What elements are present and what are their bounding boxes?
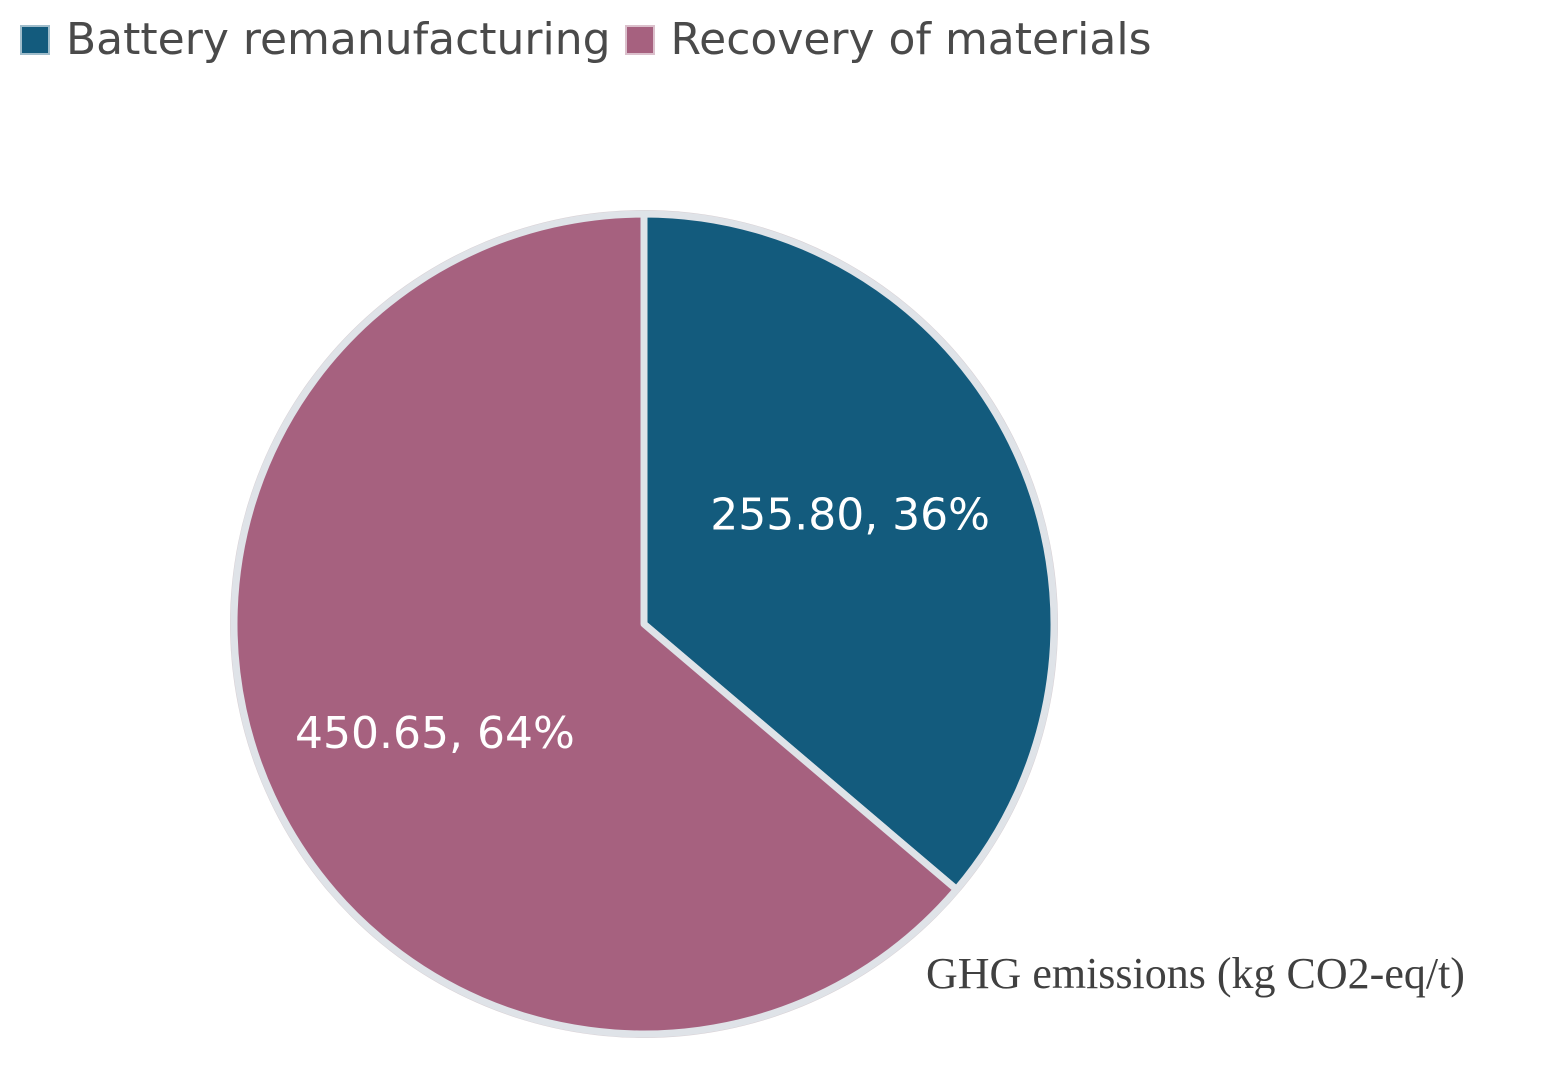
legend-swatch-battery-remanufacturing bbox=[20, 25, 50, 55]
chart-legend: Battery remanufacturing Recovery of mate… bbox=[20, 18, 1166, 62]
legend-label-recovery-of-materials: Recovery of materials bbox=[670, 14, 1152, 65]
legend-swatch-recovery-of-materials bbox=[624, 25, 655, 55]
pie-data-label-battery-remanufacturing: 255.80, 36% bbox=[710, 489, 990, 540]
chart-annotation: GHG emissions (kg CO2-eq/t) bbox=[926, 949, 1465, 998]
pie-slice-recovery-of-materials bbox=[230, 210, 960, 1038]
legend-item-recovery-of-materials: Recovery of materials bbox=[624, 14, 1152, 65]
legend-label-battery-remanufacturing: Battery remanufacturing bbox=[66, 14, 611, 65]
pie-data-label-recovery-of-materials: 450.65, 64% bbox=[295, 708, 575, 759]
pie-slice-battery-remanufacturing bbox=[640, 210, 1058, 893]
legend-item-battery-remanufacturing: Battery remanufacturing bbox=[20, 18, 611, 62]
